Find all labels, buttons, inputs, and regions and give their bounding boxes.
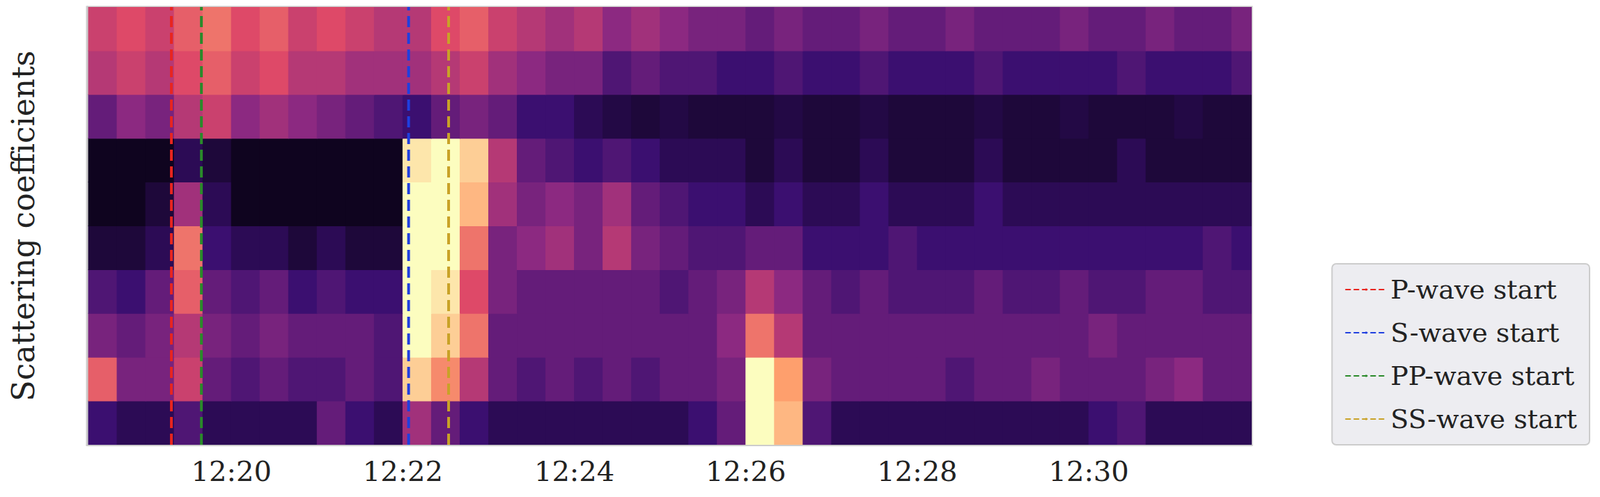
svg-text:Scattering coefficients: Scattering coefficients [5,50,42,402]
svg-text:S-wave start: S-wave start [1390,317,1559,349]
svg-text:12:20: 12:20 [191,455,272,488]
svg-text:12:30: 12:30 [1048,455,1129,488]
svg-text:P-wave start: P-wave start [1390,274,1557,306]
svg-text:PP-wave start: PP-wave start [1390,360,1575,392]
svg-text:12:28: 12:28 [876,455,958,488]
svg-text:12:22: 12:22 [362,455,444,488]
svg-text:SS-wave start: SS-wave start [1390,404,1578,435]
svg-text:12:26: 12:26 [705,455,786,488]
svg-text:12:24: 12:24 [534,455,615,488]
